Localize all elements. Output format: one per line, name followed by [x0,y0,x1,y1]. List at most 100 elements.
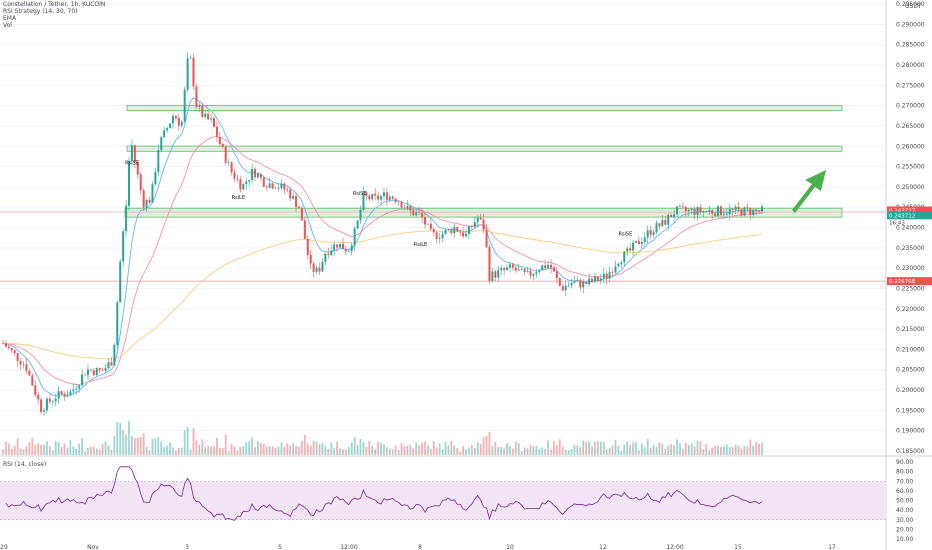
candle-body [400,201,403,208]
candle-body [43,410,46,412]
candle-body [75,388,78,390]
candle-body [670,214,673,218]
rsi-pane [0,466,886,521]
volume-bar [667,445,670,455]
candle-body [743,207,746,216]
candle-body [318,267,321,272]
signal-label: RsiLE [414,242,427,248]
candle-body [157,150,160,172]
volume-bar [172,447,174,455]
volume-bar [394,445,397,455]
volume-bar [277,446,280,455]
rsi-legend[interactable]: RSI (14, close) [3,461,47,468]
candle-body [116,302,119,345]
ema-label[interactable]: EMA [3,15,17,22]
price-tick-label: 0.225000 [896,285,925,292]
support-price-badge: 0.226768 [889,279,916,285]
price-tick-label: 0.265000 [896,123,925,130]
rsi-tick-label: 10.00 [896,536,913,543]
candle-body [192,57,195,87]
candle-body [189,57,192,59]
candle-body [532,273,535,276]
volume-bar [720,447,722,455]
time-axis[interactable]: 29 Nov 3 5 12:00 8 10 12 12:00 15 17 [0,544,836,550]
time-tick-label: 17 [828,544,836,550]
candle-body [204,113,207,118]
rsi-tick-label: 50.00 [896,498,913,505]
candle-body [655,223,658,233]
volume-bar [180,447,183,455]
time-tick-label: 5 [278,544,282,550]
chart-legend: Constellation / Tether, 1h, KUCOIN RSI S… [3,1,105,29]
candle-body [473,222,476,227]
candle-body [2,343,4,344]
volume-bar [661,444,664,455]
volume-bar [491,445,494,455]
volume-bar [740,448,743,455]
volume-bar [368,441,371,455]
candle-body [722,214,725,216]
candle-body [289,189,292,199]
volume-bar [462,446,464,455]
candle-body [450,229,453,234]
candle-body [503,268,506,271]
volume-bar [746,446,749,455]
price-tick-label: 0.185000 [896,448,925,455]
volume-bar [576,445,579,455]
candle-body [142,190,145,208]
volume-bar [623,444,626,455]
volume-bar [444,441,447,455]
volume-bar [388,448,391,455]
candle-body [728,209,731,215]
volume-bar [183,430,186,455]
volume-bar [658,442,661,455]
candle-body [210,118,213,120]
candle-body [714,213,717,217]
candle-body [51,401,54,402]
volume-bar [591,446,593,455]
time-tick-label: 12:00 [666,544,683,550]
volume-bar [705,443,708,455]
candle-body [500,268,503,271]
volume-bar [473,447,476,455]
candle-body [19,360,22,365]
volume-bar [752,445,755,455]
candle-body [388,196,391,200]
candle-body [69,391,72,396]
symbol-title[interactable]: Constellation / Tether, 1h, KUCOIN [3,1,106,8]
vol-label[interactable]: Vol [3,22,12,29]
candle-body [359,209,362,221]
volume-bar [268,446,271,455]
time-tick-label: 29 [0,544,8,550]
candle-body [201,105,204,118]
volume-bar [550,449,552,455]
candle-body [535,272,538,274]
candle-body [538,270,541,273]
volume-bar [90,446,92,455]
candle-body [761,206,763,212]
strategy-label[interactable]: RSI Strategy (14, 30, 70) [3,8,78,15]
candle-body [640,241,643,245]
volume-bar [303,435,306,455]
time-tick-label: 8 [418,544,422,550]
volume-bar [365,447,368,455]
candle-body [403,207,406,209]
candle-body [652,232,655,235]
candle-body [212,118,215,127]
volume-bar [242,446,245,455]
candle-body [40,399,43,412]
volume-bar [711,447,714,455]
price-badge-2: 0.243712 [889,213,915,219]
candle-body [13,350,16,354]
candle-body [561,285,564,291]
candle-body [218,137,221,145]
candle-body [596,276,599,281]
volume-bar [450,441,453,455]
candle-body [579,279,582,288]
volume-bar [468,447,470,455]
breakout-arrow [792,170,826,213]
volume-bar [151,438,154,455]
volume-bar [145,446,148,455]
candle-body [684,207,687,212]
